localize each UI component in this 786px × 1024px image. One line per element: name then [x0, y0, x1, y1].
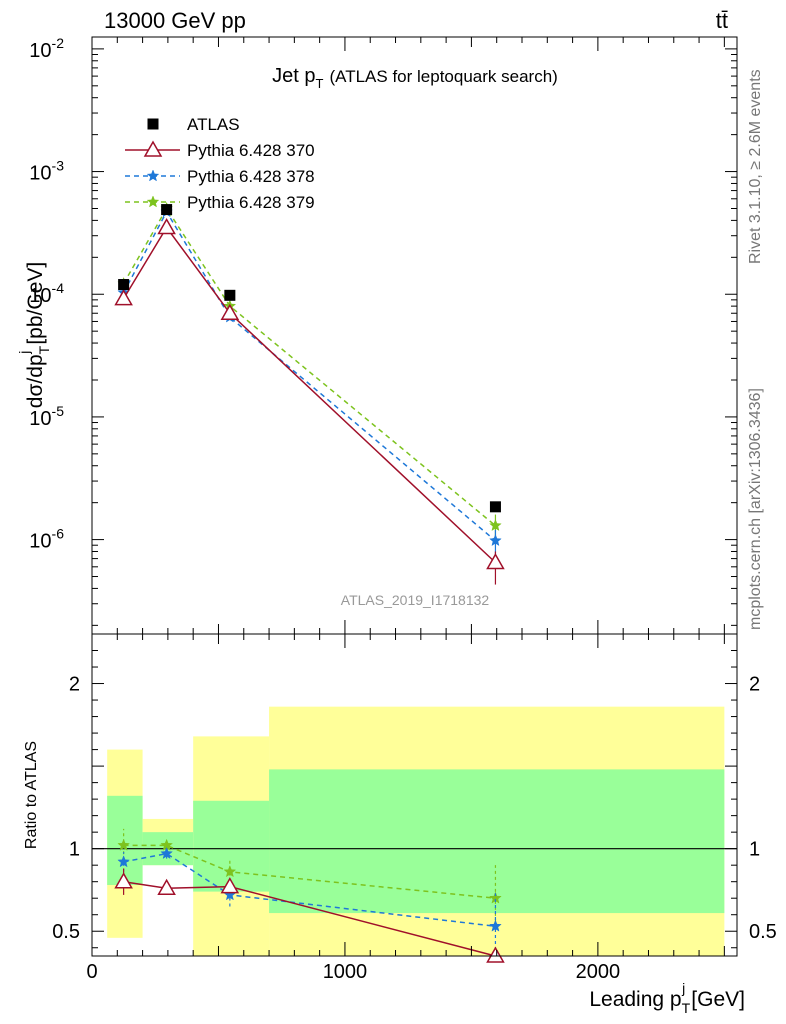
main-point-atlas [224, 289, 236, 301]
x-tick-label: 1000 [323, 961, 368, 983]
legend: ATLAS Pythia 6.428 370 Pythia 6.428 378 Pyt… [125, 115, 315, 212]
ratio-series [114, 828, 505, 963]
main-y-tick-label: 10-5 [29, 403, 64, 430]
process-label: tt̄ [716, 8, 728, 33]
ratio-frame [91, 633, 738, 957]
legend-marker-pythia-6-428-370 [143, 140, 163, 157]
ratio-bands [92, 706, 737, 956]
plot-title-rest: (ATLAS for leptoquark search) [329, 67, 557, 86]
ratio-point-pythia-6-428-378 [160, 846, 173, 860]
ratio-point-pythia-6-428-378 [117, 855, 130, 868]
ratio-line-pythia-6-428-370 [123, 880, 496, 957]
legend-label-atlas: ATLAS [187, 115, 240, 134]
main-series [114, 201, 505, 585]
ratio-panel: 0.5 0.5 1 1 2 2 [52, 633, 777, 963]
main-y-tick-label: 10-4 [29, 280, 64, 307]
main-point-atlas [118, 279, 130, 291]
ratio-y-ticks: 0.5 0.5 1 1 2 2 [52, 650, 777, 949]
ratio-point-pythia-6-428-378 [489, 919, 502, 932]
legend-label-pythia-6-428-378: Pythia 6.428 378 [187, 167, 315, 186]
main-y-tick-label: 10-2 [29, 35, 64, 62]
x-tick-label: 0 [86, 961, 97, 983]
ylabel-sup: j [16, 351, 32, 355]
ratio-band-stat [193, 800, 270, 892]
ratio-y-axis-label: Ratio to ATLAS [23, 741, 40, 849]
legend-label-pythia-6-428-379: Pythia 6.428 379 [187, 193, 315, 212]
legend-marker-pythia-6-428-379 [146, 195, 160, 208]
ratio-point-pythia-6-428-379 [223, 865, 237, 878]
analysis-watermark: ATLAS_2019_I1718132 [341, 592, 490, 608]
main-point-pythia-6-428-379 [489, 518, 502, 532]
ratio-point-pythia-6-428-370 [486, 946, 505, 963]
ratio-point-pythia-6-428-370 [220, 877, 240, 894]
ratio-line-pythia-6-428-378 [123, 852, 496, 928]
main-point-pythia-6-428-378 [489, 533, 502, 547]
ratio-point-pythia-6-428-370 [114, 872, 133, 889]
ratio-band-stat [269, 769, 725, 914]
legend-marker-pythia-6-428-378 [146, 169, 160, 182]
main-point-pythia-6-428-370 [157, 217, 176, 235]
ratio-y-tick-label-right: 2 [749, 674, 760, 696]
ratio-y-tick-label-right: 0.5 [749, 921, 777, 943]
plot-title-sub: T [316, 76, 324, 91]
xlabel-unit: [GeV] [691, 988, 745, 1011]
main-line-pythia-6-428-378 [122, 210, 496, 542]
main-line-pythia-6-428-379 [122, 207, 496, 527]
ylabel-sub: T [36, 345, 52, 354]
legend-label-pythia-6-428-370: Pythia 6.428 370 [187, 141, 315, 160]
main-y-axis-label: dσ/dpTj [pb/GeV] [16, 262, 52, 408]
plot-title: Jet pT (ATLAS for leptoquark search) [272, 65, 558, 91]
ylabel-main: dσ/dp [24, 354, 47, 408]
legend-marker-atlas [147, 118, 159, 130]
xlabel-main: Leading p [589, 988, 681, 1011]
ratio-point-pythia-6-428-370 [157, 878, 176, 896]
x-ticks: 0 1000 2000 [86, 37, 725, 983]
main-point-atlas [161, 204, 173, 216]
ylabel-unit: [pb/GeV] [24, 262, 47, 345]
main-point-pythia-6-428-370 [220, 303, 240, 320]
main-point-pythia-6-428-370 [114, 289, 133, 306]
xlabel-sup: j [681, 980, 685, 996]
main-y-tick-label: 10-6 [29, 526, 64, 553]
main-y-tick-label: 10-3 [29, 158, 64, 185]
ratio-y-tick-label-right: 1 [749, 839, 760, 861]
x-axis-label: Leading pTj [GeV] [589, 980, 745, 1016]
ratio-y-tick-label: 1 [69, 839, 80, 861]
ratio-y-tick-label: 2 [69, 674, 80, 696]
ratio-point-pythia-6-428-379 [117, 838, 130, 851]
rivet-label: Rivet 3.1.10, ≥ 2.6M events [747, 69, 764, 264]
energy-label: 13000 GeV pp [104, 8, 246, 33]
plot-title-main: Jet p [272, 65, 315, 87]
main-point-atlas [489, 501, 501, 513]
ratio-line-pythia-6-428-379 [123, 844, 496, 899]
main-point-pythia-6-428-370 [486, 553, 505, 570]
xlabel-sub: T [682, 1000, 691, 1016]
x-tick-label: 2000 [576, 961, 621, 983]
main-y-ticks: 10-6 10-5 10-4 10-3 10-2 [29, 35, 737, 626]
main-panel: 10-6 10-5 10-4 10-3 10-2 [29, 35, 738, 635]
main-line-pythia-6-428-370 [122, 226, 496, 564]
mcplots-label: mcplots.cern.ch [arXiv:1306.3436] [747, 388, 764, 630]
ratio-band-stat [107, 795, 143, 885]
ratio-y-tick-label: 0.5 [52, 921, 80, 943]
